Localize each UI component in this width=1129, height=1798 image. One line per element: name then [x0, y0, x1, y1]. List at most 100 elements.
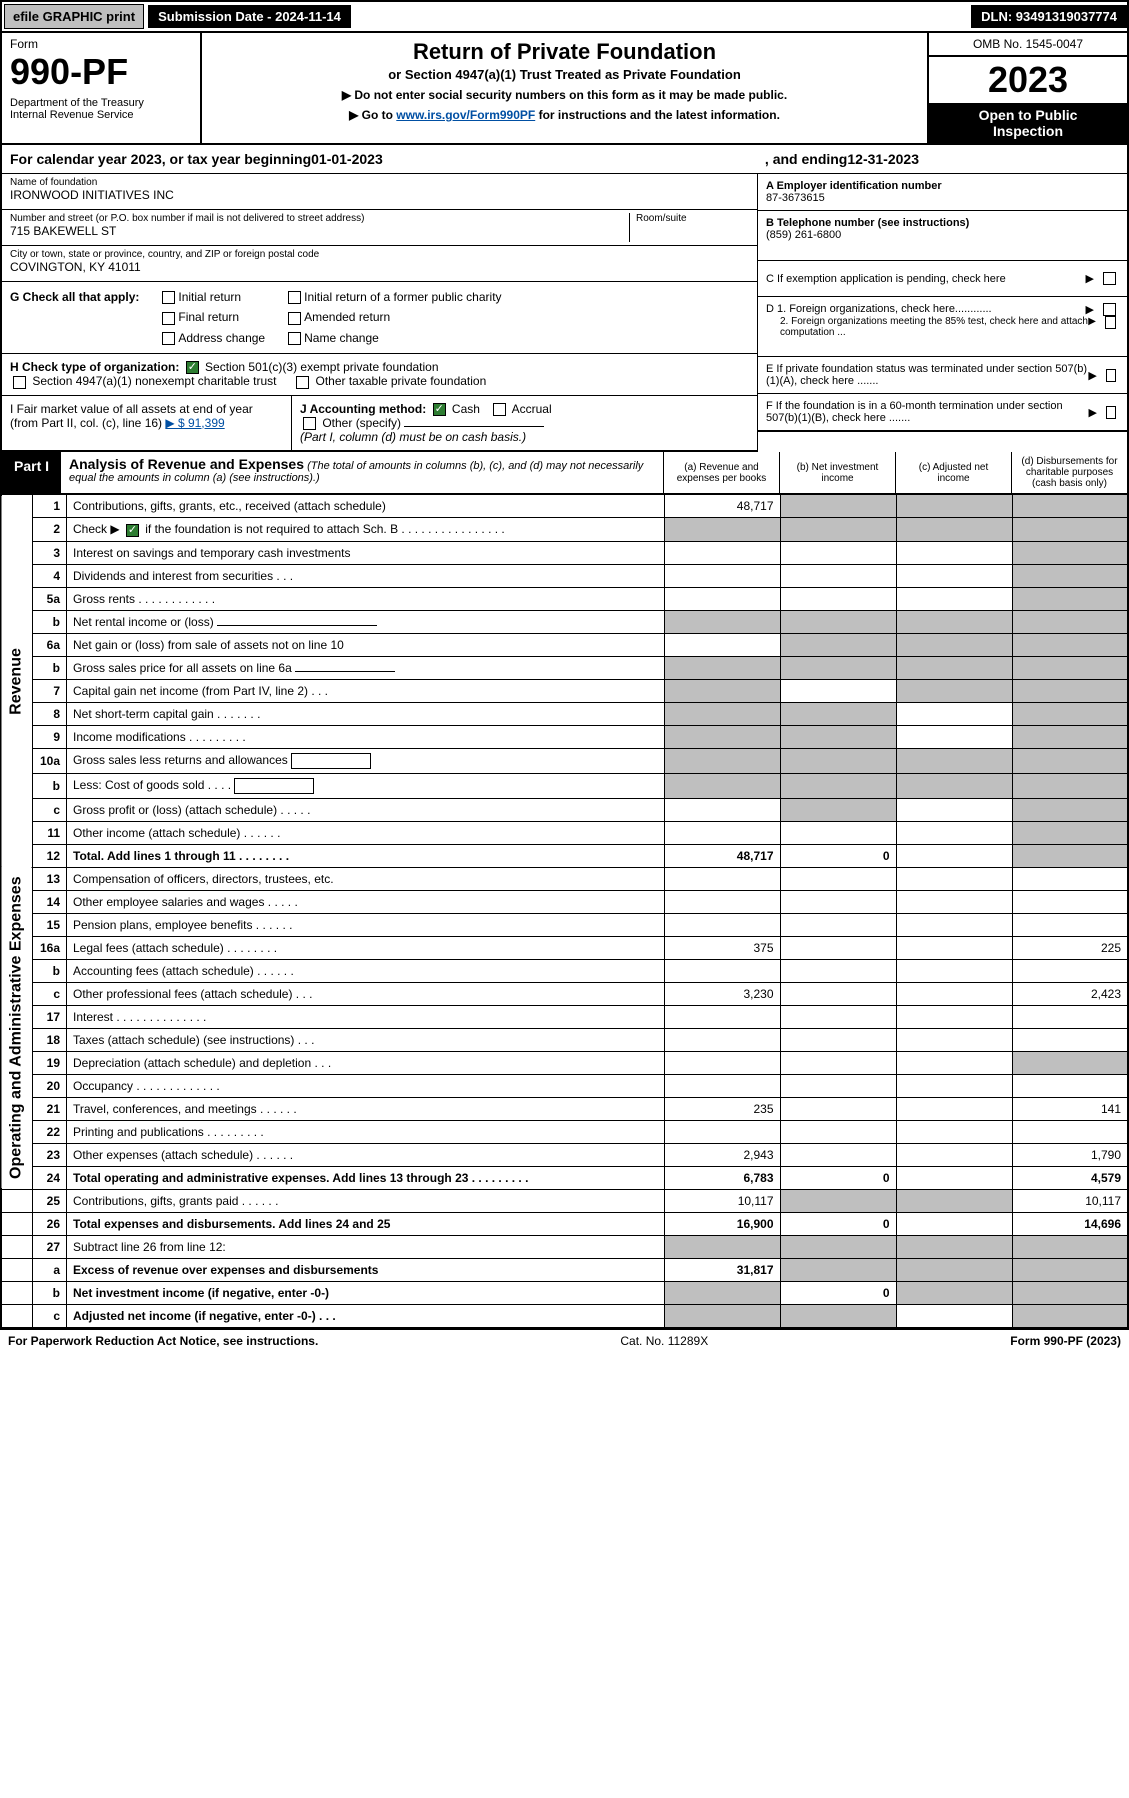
- other-taxable-checkbox[interactable]: [296, 376, 309, 389]
- row-12: 12Total. Add lines 1 through 11 . . . . …: [1, 844, 1128, 867]
- i-value[interactable]: ▶ $ 91,399: [165, 416, 224, 430]
- sch-b-checkbox[interactable]: [126, 524, 139, 537]
- amt-d: 1,790: [1012, 1143, 1128, 1166]
- tax-year: 2023: [929, 57, 1127, 103]
- j-label: J Accounting method:: [300, 402, 426, 416]
- calyear-end: 12-31-2023: [847, 151, 919, 167]
- line-num: 27: [33, 1235, 67, 1258]
- line-num: 2: [33, 518, 67, 541]
- i-j-section: I Fair market value of all assets at end…: [2, 396, 757, 453]
- address-row: Number and street (or P.O. box number if…: [2, 210, 757, 246]
- line-desc: Net rental income or (loss): [67, 610, 665, 633]
- j-note: (Part I, column (d) must be on cash basi…: [300, 430, 526, 444]
- line-num: 14: [33, 890, 67, 913]
- row-27b: bNet investment income (if negative, ent…: [1, 1281, 1128, 1304]
- instr-2: ▶ Go to www.irs.gov/Form990PF for instru…: [212, 108, 917, 122]
- d-row: D 1. Foreign organizations, check here..…: [758, 297, 1127, 357]
- footer-left: For Paperwork Reduction Act Notice, see …: [8, 1334, 318, 1348]
- cash-checkbox[interactable]: [433, 403, 446, 416]
- row-5a: 5aGross rents . . . . . . . . . . . .: [1, 587, 1128, 610]
- addr-label: Number and street (or P.O. box number if…: [10, 213, 629, 224]
- line-desc: Interest on savings and temporary cash i…: [67, 541, 665, 564]
- instr-1: ▶ Do not enter social security numbers o…: [212, 88, 917, 102]
- 4947-checkbox[interactable]: [13, 376, 26, 389]
- c-label: C If exemption application is pending, c…: [766, 273, 1006, 285]
- col-b-head: (b) Net investment income: [779, 452, 895, 493]
- line-num: b: [33, 773, 67, 798]
- row-15: 15Pension plans, employee benefits . . .…: [1, 913, 1128, 936]
- line-num: 25: [33, 1189, 67, 1212]
- col-d-head: (d) Disbursements for charitable purpose…: [1011, 452, 1127, 493]
- row-16a: 16aLegal fees (attach schedule) . . . . …: [1, 936, 1128, 959]
- name-change-checkbox[interactable]: [288, 332, 301, 345]
- ein-label: A Employer identification number: [766, 180, 942, 192]
- dept-label: Department of the Treasury Internal Reve…: [10, 97, 192, 121]
- final-return-checkbox[interactable]: [162, 312, 175, 325]
- row-6a: 6aNet gain or (loss) from sale of assets…: [1, 633, 1128, 656]
- e-checkbox[interactable]: [1106, 369, 1116, 382]
- line-desc: Other professional fees (attach schedule…: [67, 982, 665, 1005]
- accrual-checkbox[interactable]: [493, 403, 506, 416]
- calyear-begin: 01-01-2023: [311, 151, 383, 167]
- amt-b: 0: [780, 844, 896, 867]
- row-24: 24Total operating and administrative exp…: [1, 1166, 1128, 1189]
- row-10c: cGross profit or (loss) (attach schedule…: [1, 798, 1128, 821]
- efile-print-button[interactable]: efile GRAPHIC print: [4, 4, 144, 29]
- d2-checkbox[interactable]: [1105, 316, 1116, 329]
- row-20: 20Occupancy . . . . . . . . . . . . .: [1, 1074, 1128, 1097]
- row-9: 9Income modifications . . . . . . . . .: [1, 725, 1128, 748]
- line-num: 15: [33, 913, 67, 936]
- city-label: City or town, state or province, country…: [10, 249, 749, 260]
- initial-return-checkbox[interactable]: [162, 291, 175, 304]
- part-1-label: Part I: [2, 452, 61, 493]
- initial-return-label: Initial return: [178, 290, 241, 304]
- amt-d: 14,696: [1012, 1212, 1128, 1235]
- f-checkbox[interactable]: [1106, 406, 1116, 419]
- line-num: b: [33, 1281, 67, 1304]
- footer-mid: Cat. No. 11289X: [620, 1334, 708, 1348]
- line-desc: Net short-term capital gain . . . . . . …: [67, 702, 665, 725]
- line-desc: Other expenses (attach schedule) . . . .…: [67, 1143, 665, 1166]
- omb-number: OMB No. 1545-0047: [929, 33, 1127, 57]
- line-desc: Pension plans, employee benefits . . . .…: [67, 913, 665, 936]
- d2-label: 2. Foreign organizations meeting the 85%…: [780, 316, 1088, 338]
- initial-former-checkbox[interactable]: [288, 291, 301, 304]
- line-desc: Gross rents . . . . . . . . . . . .: [67, 587, 665, 610]
- amt-d: 2,423: [1012, 982, 1128, 1005]
- irs-link[interactable]: www.irs.gov/Form990PF: [396, 108, 535, 122]
- line-desc: Depreciation (attach schedule) and deple…: [67, 1051, 665, 1074]
- line-desc: Occupancy . . . . . . . . . . . . .: [67, 1074, 665, 1097]
- c-checkbox[interactable]: [1103, 272, 1116, 285]
- dln-label: DLN: 93491319037774: [971, 5, 1127, 28]
- amt-d: 141: [1012, 1097, 1128, 1120]
- row-11: 11Other income (attach schedule) . . . .…: [1, 821, 1128, 844]
- row-19: 19Depreciation (attach schedule) and dep…: [1, 1051, 1128, 1074]
- line-num: 26: [33, 1212, 67, 1235]
- row-10a: 10aGross sales less returns and allowanc…: [1, 748, 1128, 773]
- part-1-table: Revenue 1 Contributions, gifts, grants, …: [0, 495, 1129, 1328]
- amt-a: 3,230: [664, 982, 780, 1005]
- line-num: 10a: [33, 748, 67, 773]
- other-taxable-label: Other taxable private foundation: [316, 374, 487, 388]
- amended-return-checkbox[interactable]: [288, 312, 301, 325]
- d1-label: D 1. Foreign organizations, check here..…: [766, 303, 992, 316]
- 501c3-checkbox[interactable]: [186, 361, 199, 374]
- row-10b: bLess: Cost of goods sold . . . .: [1, 773, 1128, 798]
- part-1-title: Analysis of Revenue and Expenses: [69, 456, 304, 472]
- amt-b: 0: [780, 1212, 896, 1235]
- address-change-checkbox[interactable]: [162, 332, 175, 345]
- row-27: 27Subtract line 26 from line 12:: [1, 1235, 1128, 1258]
- row-22: 22Printing and publications . . . . . . …: [1, 1120, 1128, 1143]
- other-method-checkbox[interactable]: [303, 417, 316, 430]
- d1-checkbox[interactable]: [1103, 303, 1116, 316]
- row-7: 7Capital gain net income (from Part IV, …: [1, 679, 1128, 702]
- line-num: b: [33, 610, 67, 633]
- amt-a: 16,900: [664, 1212, 780, 1235]
- top-bar: efile GRAPHIC print Submission Date - 20…: [0, 0, 1129, 33]
- amt-a: 48,717: [664, 844, 780, 867]
- row-26: 26Total expenses and disbursements. Add …: [1, 1212, 1128, 1235]
- form-title: Return of Private Foundation: [212, 39, 917, 65]
- row-8: 8Net short-term capital gain . . . . . .…: [1, 702, 1128, 725]
- form-word: Form: [10, 37, 192, 51]
- line-num: 22: [33, 1120, 67, 1143]
